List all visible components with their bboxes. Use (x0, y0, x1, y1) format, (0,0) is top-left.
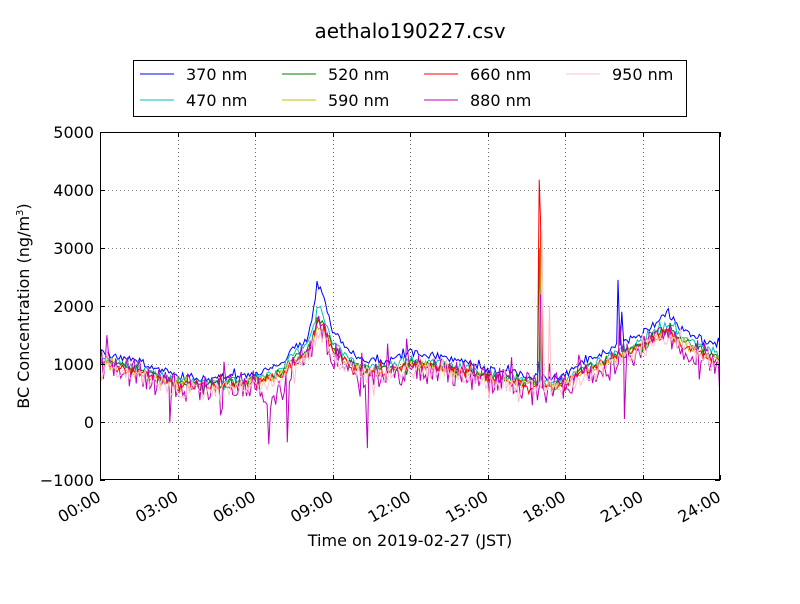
legend-label: 590 nm (328, 91, 389, 110)
y-axis-label-main: BC Concentration (ng/m (14, 216, 33, 409)
y-axis-label-superscript: 3 (15, 210, 26, 216)
legend: 370 nm 470 nm 520 nm 590 nm 660 nm 880 nm 950 … (133, 60, 687, 117)
series-layer (100, 179, 720, 449)
y-tick-labels: −1000 0 1000 2000 3000 4000 5000 (40, 123, 94, 490)
series-line-470-nm (100, 276, 720, 391)
y-axis-label: BC Concentration (ng/m3) (14, 203, 33, 408)
series-line-660-nm (100, 179, 720, 396)
y-tick-label: 4000 (53, 181, 94, 200)
legend-label: 370 nm (186, 65, 247, 84)
series-line-950-nm (100, 230, 720, 403)
y-tick-label: 3000 (53, 239, 94, 258)
x-axis-label: Time on 2019-02-27 (JST) (307, 531, 512, 550)
y-tick-label: 2000 (53, 297, 94, 316)
series-line-880-nm (100, 294, 720, 449)
legend-label: 660 nm (470, 65, 531, 84)
y-axis-label-suffix: ) (14, 203, 33, 209)
chart-title: aethalo190227.csv (314, 19, 505, 43)
y-tick-label: −1000 (40, 471, 94, 490)
y-tick-label: 5000 (53, 123, 94, 142)
y-tick-label: 0 (84, 413, 94, 432)
series-line-370-nm (100, 279, 720, 384)
tick-layer (100, 132, 721, 481)
grid-layer (100, 132, 720, 480)
legend-label: 880 nm (470, 91, 531, 110)
legend-frame (133, 60, 687, 117)
y-tick-label: 1000 (53, 355, 94, 374)
legend-label: 950 nm (612, 65, 673, 84)
legend-label: 520 nm (328, 65, 389, 84)
legend-label: 470 nm (186, 91, 247, 110)
